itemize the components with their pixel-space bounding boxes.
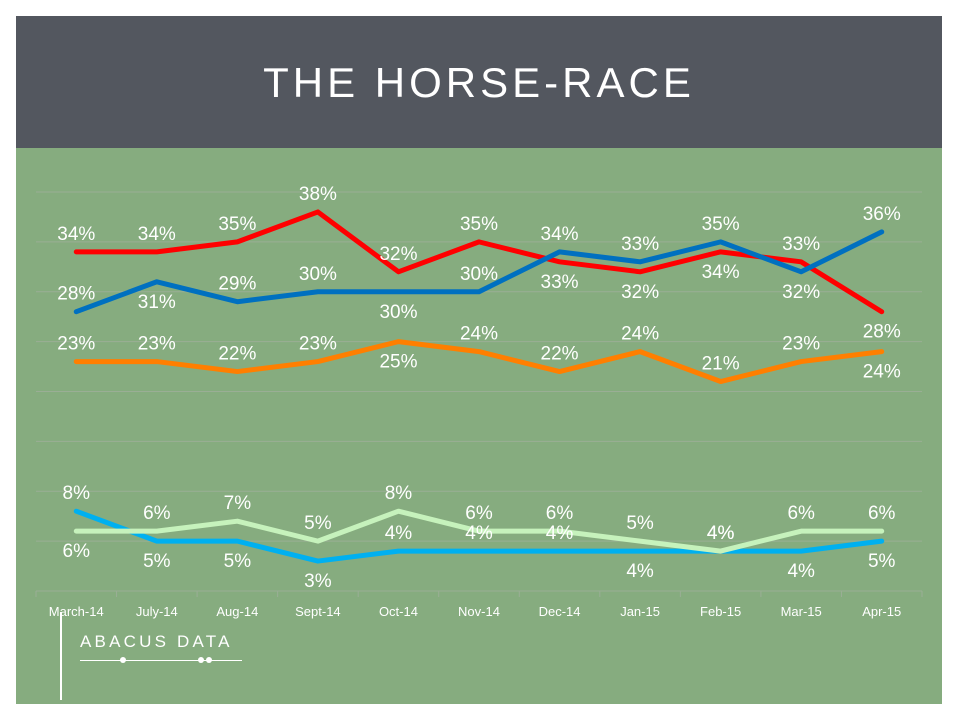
series-lines <box>73 209 885 564</box>
data-label: 4% <box>546 523 574 544</box>
x-axis-tick-labels: March-14 July-14 Aug-14 Sept-14 Oct-14 Nov-14… <box>49 604 901 619</box>
blue-series-line <box>73 229 885 315</box>
data-label: 32% <box>782 282 820 303</box>
data-label: 4% <box>787 561 815 582</box>
logo-text: ABACUS DATA <box>80 632 233 651</box>
data-label: 36% <box>863 204 901 225</box>
data-label: 30% <box>379 302 417 323</box>
data-label: 6% <box>868 503 896 524</box>
logo-underline <box>80 660 242 661</box>
data-label: 8% <box>385 483 413 504</box>
data-label: 29% <box>218 274 256 295</box>
data-label: 23% <box>138 334 176 355</box>
data-label: 30% <box>299 264 337 285</box>
data-label: 5% <box>143 551 171 572</box>
data-label: 6% <box>546 503 574 524</box>
data-label: 35% <box>702 214 740 235</box>
light-green-series-line <box>73 508 885 554</box>
x-tick-label: Aug-14 <box>216 604 258 619</box>
logo-dot <box>198 657 204 663</box>
x-tick-label: Mar-15 <box>781 604 822 619</box>
orange-series-line <box>73 339 885 385</box>
side-rule <box>60 612 62 700</box>
data-label: 8% <box>63 483 91 504</box>
data-label: 30% <box>460 264 498 285</box>
data-label: 5% <box>224 551 252 572</box>
data-label: 28% <box>57 284 95 305</box>
data-label: 34% <box>541 224 579 245</box>
x-tick-label: Jan-15 <box>620 604 660 619</box>
x-tick-label: July-14 <box>136 604 178 619</box>
data-label: 32% <box>379 244 417 265</box>
logo-dot <box>120 657 126 663</box>
data-label: 24% <box>863 362 901 383</box>
data-label: 34% <box>702 262 740 283</box>
data-label: 4% <box>707 523 735 544</box>
x-tick-label: Feb-15 <box>700 604 741 619</box>
data-label: 33% <box>621 234 659 255</box>
data-label: 4% <box>626 561 654 582</box>
data-label: 22% <box>218 344 256 365</box>
data-label: 5% <box>868 551 896 572</box>
data-label: 6% <box>63 541 91 562</box>
data-label: 22% <box>541 344 579 365</box>
data-label: 34% <box>57 224 95 245</box>
data-label: 6% <box>143 503 171 524</box>
data-label: 6% <box>465 503 493 524</box>
data-label: 38% <box>299 184 337 205</box>
logo-dot <box>206 657 212 663</box>
x-tick-label: March-14 <box>49 604 104 619</box>
data-label: 23% <box>57 334 95 355</box>
red-series-line <box>73 209 885 315</box>
data-labels: 34% 34% 35% 38% 32% 35% 33% 32% 34% 33% 28% 28% 31% 2… <box>57 184 901 592</box>
data-label: 7% <box>224 493 252 514</box>
data-label: 4% <box>707 523 735 544</box>
data-label: 25% <box>379 352 417 373</box>
x-tick-label: Oct-14 <box>379 604 418 619</box>
data-label: 35% <box>218 214 256 235</box>
page-title: THE HORSE-RACE <box>263 59 695 106</box>
data-label: 34% <box>138 224 176 245</box>
data-label: 5% <box>304 513 332 534</box>
data-label: 33% <box>782 234 820 255</box>
data-label: 3% <box>304 571 332 592</box>
data-label: 4% <box>465 523 493 544</box>
data-label: 5% <box>626 513 654 534</box>
data-label: 35% <box>460 214 498 235</box>
x-tick-label: Sept-14 <box>295 604 341 619</box>
data-label: 23% <box>782 334 820 355</box>
chart-area: 34% 34% 35% 38% 32% 35% 33% 32% 34% 33% 28% 28% 31% 2… <box>16 148 942 704</box>
data-label: 21% <box>702 354 740 375</box>
data-label: 23% <box>299 334 337 355</box>
title-bar: THE HORSE-RACE <box>16 16 942 148</box>
data-label: 24% <box>621 324 659 345</box>
abacus-data-logo: ABACUS DATA <box>80 632 250 672</box>
data-label: 32% <box>621 282 659 303</box>
line-chart: 34% 34% 35% 38% 32% 35% 33% 32% 34% 33% 28% 28% 31% 2… <box>35 184 923 619</box>
x-tick-label: Dec-14 <box>539 604 581 619</box>
data-label: 33% <box>541 272 579 293</box>
data-label: 31% <box>138 292 176 313</box>
x-tick-label: Apr-15 <box>862 604 901 619</box>
data-label: 24% <box>460 324 498 345</box>
cyan-series-line <box>73 508 885 564</box>
data-label: 4% <box>385 523 413 544</box>
data-label: 6% <box>787 503 815 524</box>
data-label: 28% <box>863 322 901 343</box>
x-tick-label: Nov-14 <box>458 604 500 619</box>
